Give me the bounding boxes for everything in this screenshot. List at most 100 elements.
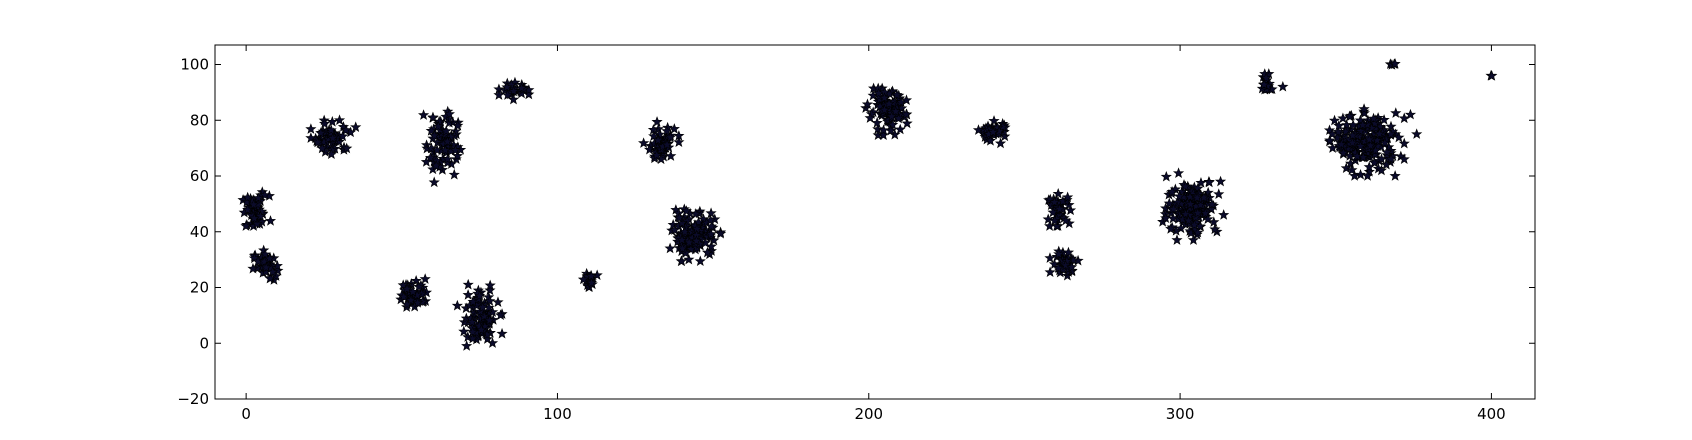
scatter-point xyxy=(248,212,260,224)
scatter-point xyxy=(704,214,717,226)
scatter-point xyxy=(1389,58,1401,69)
scatter-point xyxy=(877,124,890,135)
scatter-point xyxy=(877,129,890,140)
scatter-point xyxy=(701,246,714,258)
scatter-point xyxy=(667,219,679,230)
scatter-point xyxy=(1191,191,1203,203)
scatter-point xyxy=(883,98,895,109)
y-axis: −20 0 20 40 60 80 100 xyxy=(177,56,1535,408)
scatter-point xyxy=(1380,158,1392,170)
scatter-point xyxy=(508,85,520,97)
scatter-point xyxy=(1165,223,1177,234)
scatter-point xyxy=(458,325,470,337)
scatter-point xyxy=(312,136,324,148)
scatter-point xyxy=(699,237,711,248)
scatter-point xyxy=(861,98,874,110)
scatter-point xyxy=(694,255,706,267)
scatter-point xyxy=(1187,234,1200,245)
scatter-point xyxy=(1206,198,1218,210)
scatter-point xyxy=(340,124,352,135)
scatter-point xyxy=(1351,150,1363,162)
x-tick-label: 200 xyxy=(854,405,883,423)
scatter-point xyxy=(1167,203,1179,214)
scatter-point xyxy=(1179,208,1192,219)
scatter-point xyxy=(424,152,437,163)
y-tick-label: 0 xyxy=(199,334,209,352)
scatter-point xyxy=(1053,248,1065,259)
scatter-point xyxy=(1166,186,1178,197)
scatter-point xyxy=(1052,187,1064,199)
scatter-point xyxy=(1179,180,1191,192)
scatter-point xyxy=(1327,142,1339,153)
scatter-point xyxy=(676,234,688,245)
scatter-point xyxy=(316,142,328,154)
scatter-point xyxy=(993,125,1005,137)
plot-frame xyxy=(214,44,1536,400)
scatter-point xyxy=(1192,226,1204,238)
scatter-point xyxy=(871,117,883,128)
scatter-point xyxy=(1404,108,1417,120)
scatter-point xyxy=(461,340,473,351)
scatter-point xyxy=(997,121,1009,132)
scatter-point xyxy=(1357,119,1369,130)
scatter-point xyxy=(1390,107,1402,118)
scatter-point xyxy=(1346,137,1359,148)
scatter-point xyxy=(420,156,432,167)
scatter-point xyxy=(1358,107,1370,118)
scatter-point xyxy=(1389,170,1401,181)
scatter-point xyxy=(1335,138,1347,150)
scatter-point xyxy=(1385,128,1397,140)
y-tick-label: 100 xyxy=(180,56,209,74)
scatter-point xyxy=(484,279,496,291)
scatter-point xyxy=(1398,137,1410,149)
scatter-point xyxy=(1354,114,1366,126)
scatter-point xyxy=(413,281,425,292)
scatter-point xyxy=(484,284,496,296)
scatter-point xyxy=(430,159,442,171)
scatter-point xyxy=(1354,168,1367,180)
scatter-point xyxy=(495,309,507,321)
scatter-point xyxy=(1332,126,1344,137)
scatter-point xyxy=(1067,254,1079,266)
scatter-point xyxy=(462,331,474,342)
scatter-point xyxy=(664,242,676,254)
scatter-point xyxy=(652,123,665,134)
scatter-point xyxy=(1192,207,1204,218)
scatter-point xyxy=(1333,119,1345,131)
scatter-point xyxy=(900,108,912,120)
scatter-point xyxy=(432,120,444,132)
scatter-point xyxy=(1171,234,1183,245)
scatter-point xyxy=(445,131,457,142)
scatter-point xyxy=(326,116,338,127)
scatter-point xyxy=(492,296,504,307)
scatter-point xyxy=(705,207,717,218)
scatter-point xyxy=(1203,176,1215,188)
scatter-point xyxy=(1194,199,1207,210)
scatter-point xyxy=(1361,170,1374,181)
scatter-point xyxy=(443,116,455,128)
scatter-point xyxy=(427,111,439,123)
scatter-point xyxy=(591,269,603,281)
scatter-point xyxy=(315,127,327,138)
scatter-point xyxy=(1328,114,1341,126)
scatter-point xyxy=(439,144,451,156)
scatter-point xyxy=(1202,186,1214,198)
scatter-point xyxy=(1381,146,1393,158)
scatter-point xyxy=(481,333,494,344)
scatter-point xyxy=(1163,197,1175,209)
scatter-point xyxy=(441,153,454,164)
scatter-point xyxy=(1182,214,1195,226)
scatter-point xyxy=(1044,193,1056,205)
scatter-point xyxy=(1044,266,1056,277)
scatter-point xyxy=(251,217,263,229)
scatter-point xyxy=(440,125,452,136)
scatter-point xyxy=(673,211,685,223)
scatter-point xyxy=(1209,223,1221,235)
scatter-point xyxy=(1379,137,1391,148)
scatter-point xyxy=(305,123,317,134)
scatter-point xyxy=(337,130,349,142)
scatter-point xyxy=(680,205,692,216)
scatter-point xyxy=(1337,112,1349,124)
